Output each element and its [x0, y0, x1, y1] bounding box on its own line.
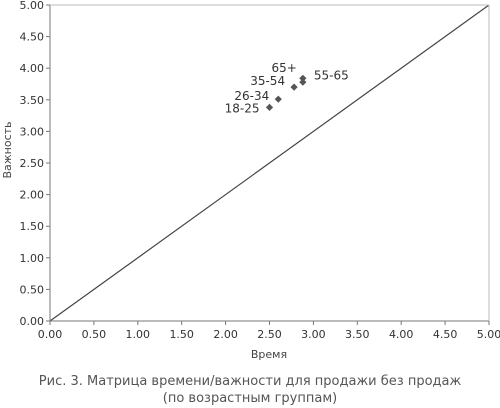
data-point-35-54 — [290, 83, 298, 91]
x-tick-label: 2.50 — [257, 328, 282, 341]
data-point-26-34 — [274, 95, 282, 103]
x-tick-label: 5.00 — [477, 328, 500, 341]
reference-diagonal-line — [49, 4, 490, 322]
y-tick-label: 5.00 — [20, 0, 45, 12]
x-tick-label: 4.50 — [433, 328, 458, 341]
x-tick-label: 0.00 — [38, 328, 63, 341]
scatter-chart: 0.00 0.50 1.00 1.50 2.00 2.50 3.00 3.50 4.00 4.50… — [1, 0, 500, 360]
y-tick-label: 2.50 — [20, 157, 45, 170]
y-tick-label: 0.50 — [20, 283, 45, 296]
data-point-18-25 — [265, 103, 274, 111]
data-point-65+ — [299, 78, 307, 86]
y-tick-label: 2.00 — [20, 189, 45, 202]
data-point-label: 55-65 — [314, 68, 349, 82]
data-point-label: 65+ — [272, 61, 297, 75]
y-axis-title: Важность — [1, 121, 14, 178]
x-tick-label: 2.00 — [213, 328, 238, 341]
x-axis-title: Время — [251, 348, 287, 360]
y-tick-label: 4.50 — [20, 31, 45, 44]
data-point-label: 18-25 — [225, 101, 260, 115]
y-tick-label: 3.50 — [20, 94, 45, 107]
y-tick-label: 0.00 — [20, 315, 45, 328]
x-tick-label: 1.50 — [169, 328, 194, 341]
x-tick-label: 0.50 — [82, 328, 107, 341]
figure-caption-subtitle: (по возрастным группам) — [162, 391, 338, 406]
y-tick-label: 3.00 — [20, 125, 45, 138]
y-tick-label: 4.00 — [20, 62, 45, 75]
x-tick-label: 3.00 — [301, 328, 326, 341]
x-tick-label: 3.50 — [345, 328, 370, 341]
y-tick-label: 1.00 — [20, 252, 45, 265]
data-point-55-65 — [299, 74, 307, 82]
data-point-label: 35-54 — [250, 74, 285, 88]
data-point-label: 26-34 — [234, 89, 269, 103]
x-tick-label: 4.00 — [389, 328, 414, 341]
figure-caption: Рис. 3. Матрица времени/важности для про… — [38, 374, 462, 389]
y-tick-label: 1.50 — [20, 220, 45, 233]
x-tick-label: 1.00 — [126, 328, 151, 341]
